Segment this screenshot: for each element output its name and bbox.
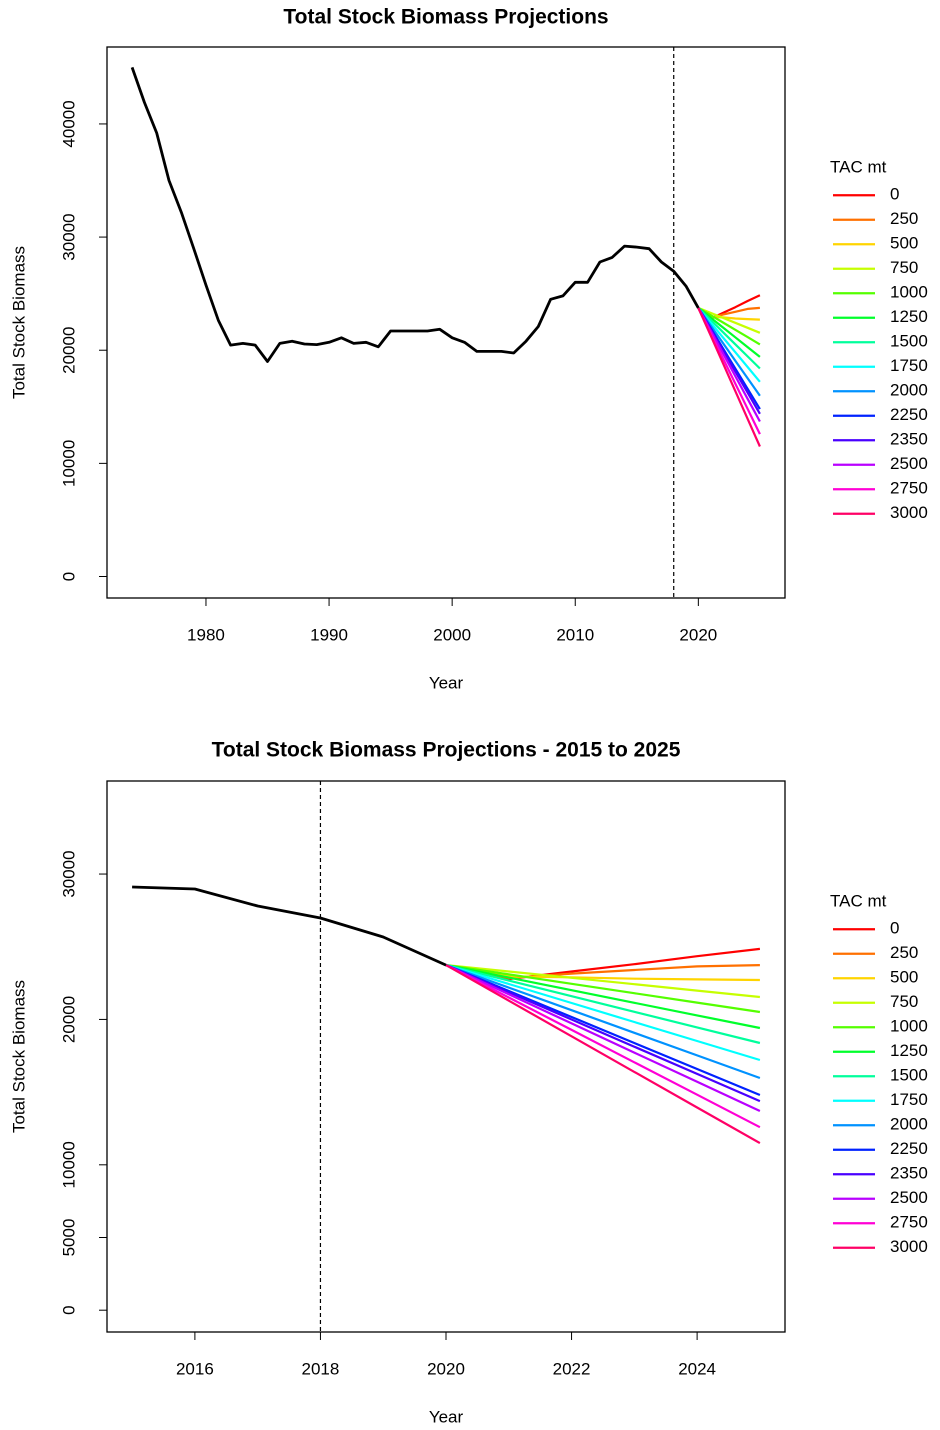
series-line: [445, 964, 761, 1129]
legend-label: 0: [890, 185, 899, 204]
legend-label: 1000: [890, 1017, 928, 1036]
legend-label: 2500: [890, 454, 928, 473]
series-line: [445, 964, 761, 1080]
y-tick-label: 5000: [59, 1219, 78, 1257]
series-line: [445, 964, 761, 1045]
legend-label: 1250: [890, 307, 928, 326]
legend-label: 1750: [890, 356, 928, 375]
series-line: [130, 66, 700, 363]
x-tick-label: 2022: [553, 1359, 591, 1378]
legend-label: 3000: [890, 503, 928, 522]
x-axis-title: Year: [429, 673, 464, 692]
legend-label: 1500: [890, 332, 928, 351]
x-tick-label: 1990: [310, 625, 348, 644]
plot-frame: [106, 46, 786, 599]
legend-label: 500: [890, 234, 918, 253]
y-tick-label: 30000: [59, 213, 78, 260]
y-tick-label: 0: [59, 1305, 78, 1314]
legend-label: 2000: [890, 381, 928, 400]
legend-label: 1750: [890, 1090, 928, 1109]
y-tick-label: 30000: [59, 850, 78, 897]
series-line: [132, 885, 447, 967]
series-line: [697, 307, 761, 383]
legend-label: 3000: [890, 1237, 928, 1256]
legend-label: 1500: [890, 1066, 928, 1085]
series-line: [445, 964, 761, 1014]
y-tick-label: 10000: [59, 1141, 78, 1188]
x-tick-label: 1980: [187, 625, 225, 644]
y-tick-label: 20000: [59, 996, 78, 1043]
series-line: [697, 306, 761, 346]
plot-frame: [106, 780, 786, 1333]
legend-label: 500: [890, 968, 918, 987]
series-line: [445, 964, 761, 1112]
series-line: [445, 964, 761, 1062]
y-tick-label: 20000: [59, 327, 78, 374]
chart-title: Total Stock Biomass Projections: [283, 6, 608, 29]
legend-label: 2250: [890, 405, 928, 424]
series-line: [445, 964, 761, 1145]
legend-label: 250: [890, 943, 918, 962]
chart-title: Total Stock Biomass Projections - 2015 t…: [212, 739, 681, 762]
y-axis-title: Total Stock Biomass: [9, 246, 28, 399]
x-tick-label: 2000: [433, 625, 471, 644]
legend-label: 2500: [890, 1188, 928, 1207]
series-line: [697, 307, 761, 358]
series-line: [697, 307, 761, 370]
legend-label: 250: [890, 209, 918, 228]
series-line: [445, 964, 761, 999]
x-tick-label: 2016: [176, 1359, 214, 1378]
legend-label: 1250: [890, 1041, 928, 1060]
legend-title: TAC mt: [830, 158, 887, 177]
y-tick-label: 0: [59, 572, 78, 581]
x-tick-label: 2020: [427, 1359, 465, 1378]
series-line: [697, 307, 761, 397]
x-tick-label: 2020: [679, 625, 717, 644]
legend-label: 2750: [890, 479, 928, 498]
legend-label: 2350: [890, 1164, 928, 1183]
x-tick-label: 2010: [556, 625, 594, 644]
legend-label: 2250: [890, 1139, 928, 1158]
y-tick-label: 10000: [59, 440, 78, 487]
series-line: [445, 964, 761, 1030]
x-tick-label: 2018: [302, 1359, 340, 1378]
y-axis-title: Total Stock Biomass: [9, 980, 28, 1133]
series-line: [697, 307, 761, 447]
legend-label: 750: [890, 258, 918, 277]
legend-label: 2000: [890, 1115, 928, 1134]
y-tick-label: 40000: [59, 100, 78, 147]
legend-title: TAC mt: [830, 892, 887, 911]
x-axis-title: Year: [429, 1407, 464, 1426]
x-tick-label: 2024: [678, 1359, 716, 1378]
legend-label: 750: [890, 992, 918, 1011]
legend-label: 2350: [890, 430, 928, 449]
legend-label: 0: [890, 919, 899, 938]
series-line: [697, 306, 761, 334]
legend-label: 2750: [890, 1213, 928, 1232]
series-line: [445, 964, 761, 1103]
legend-label: 1000: [890, 283, 928, 302]
